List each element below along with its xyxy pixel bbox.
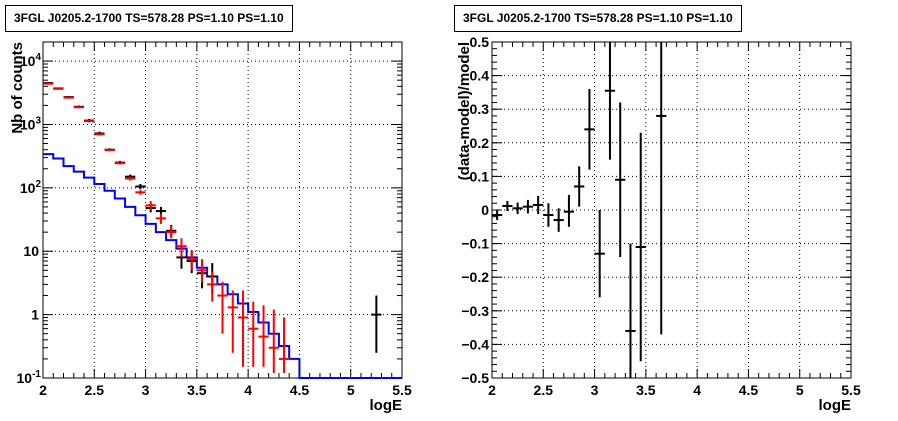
model-point [73, 106, 85, 109]
residual-point [635, 132, 646, 362]
model-point [217, 281, 228, 334]
y-tick-label: −0.5 [461, 370, 489, 386]
counts-plot-title: 3FGL J0205.2-1700 TS=578.28 PS=1.10 PS=1… [5, 5, 293, 32]
x-tick-label: 2.5 [85, 382, 105, 398]
x-tick-label: 4 [244, 382, 252, 398]
data-point [371, 295, 382, 353]
model-point [84, 120, 95, 123]
residuals-plot-title: 3FGL J0205.2-1700 TS=578.28 PS=1.10 PS=1… [454, 5, 742, 32]
y-tick-label: 10 [23, 243, 39, 259]
residual-point [543, 203, 554, 227]
residual-point [522, 199, 534, 214]
model-point [155, 213, 167, 224]
x-tick-label: 4.5 [290, 382, 310, 398]
x-tick-label: 3.5 [636, 382, 656, 398]
model-point [43, 82, 54, 85]
x-tick-label: 5 [347, 382, 355, 398]
data-point [135, 184, 146, 190]
residual-point [512, 202, 523, 215]
model-point [166, 226, 177, 239]
x-tick-label: 5.5 [841, 382, 861, 398]
x-axis-title: logE [819, 397, 852, 414]
y-tick-label: 102 [20, 179, 42, 196]
model-point [63, 96, 74, 99]
x-tick-label: 3 [142, 382, 150, 398]
x-tick-label: 2 [39, 382, 47, 398]
model-point [278, 317, 290, 373]
residual-point [594, 210, 605, 298]
y-tick-label: −0.3 [461, 303, 489, 319]
y-tick-label: −0.2 [461, 269, 489, 285]
x-tick-label: 3.5 [187, 382, 207, 398]
residual-point [584, 89, 595, 170]
x-tick-label: 2 [488, 382, 496, 398]
counts-plot: 2 2.5 3 3.5 4 4.5 5 5.5 10-1 1 10 102 103 104 logE Nb o… [9, 41, 412, 414]
x-tick-label: 5 [796, 382, 804, 398]
x-tick-label: 4 [693, 382, 701, 398]
y-tick-label: 0.1 [470, 168, 490, 184]
y-tick-label: 0.3 [470, 101, 490, 117]
residual-point [615, 102, 626, 258]
x-tick-label: 3 [591, 382, 599, 398]
model-point [186, 249, 197, 271]
x-axis-title: logE [370, 397, 403, 414]
residuals-plot: 2 2.5 3 3.5 4 4.5 5 5.5 −0.5 −0.4 −0.3 −0.2 −0.1 0 0.1… [456, 34, 861, 414]
model-point [248, 301, 259, 367]
plot-frame [491, 41, 852, 379]
model-point [207, 271, 218, 302]
model-point [176, 238, 187, 258]
residual-point [656, 42, 667, 335]
y-axis-title: Nb of counts [9, 42, 26, 134]
residual-point [625, 243, 636, 378]
y-tick-label: 1 [31, 307, 39, 323]
plot-frame [42, 41, 403, 379]
y-tick-label: −0.4 [461, 336, 489, 352]
model-point [94, 133, 105, 136]
residual-point [492, 210, 503, 221]
residual-point [553, 208, 564, 232]
y-tick-label: 103 [20, 115, 42, 132]
y-tick-label: 0.5 [470, 34, 490, 50]
model-point [53, 87, 64, 90]
residuals-panel: 3FGL J0205.2-1700 TS=578.28 PS=1.10 PS=1… [449, 0, 898, 421]
model-point [145, 201, 156, 210]
y-tick-label: 0.2 [470, 135, 490, 151]
residual-point [574, 166, 585, 207]
residual-point [563, 194, 575, 227]
x-tick-label: 4.5 [739, 382, 759, 398]
residual-point [502, 200, 513, 212]
x-tick-label: 5.5 [392, 382, 412, 398]
model-point [268, 309, 279, 373]
x-tick-label: 2.5 [534, 382, 554, 398]
y-tick-label: 0.4 [470, 68, 490, 84]
model-histogram [43, 153, 402, 379]
model-point [227, 290, 238, 353]
residual-point [533, 195, 544, 215]
residual-point [604, 42, 616, 160]
model-point [125, 176, 136, 181]
model-point [114, 162, 126, 165]
counts-panel: 3FGL J0205.2-1700 TS=578.28 PS=1.10 PS=1… [5, 5, 412, 414]
model-point [237, 290, 249, 367]
model-point [104, 149, 115, 152]
y-axis-title: (data-model)/model [456, 42, 473, 180]
model-point [258, 305, 269, 367]
model-point [196, 259, 208, 283]
y-tick-label: 10-1 [17, 369, 42, 386]
y-tick-label: 0 [481, 202, 489, 218]
model-point [135, 190, 146, 195]
y-tick-label: 104 [20, 52, 42, 69]
y-tick-label: −0.1 [461, 236, 489, 252]
